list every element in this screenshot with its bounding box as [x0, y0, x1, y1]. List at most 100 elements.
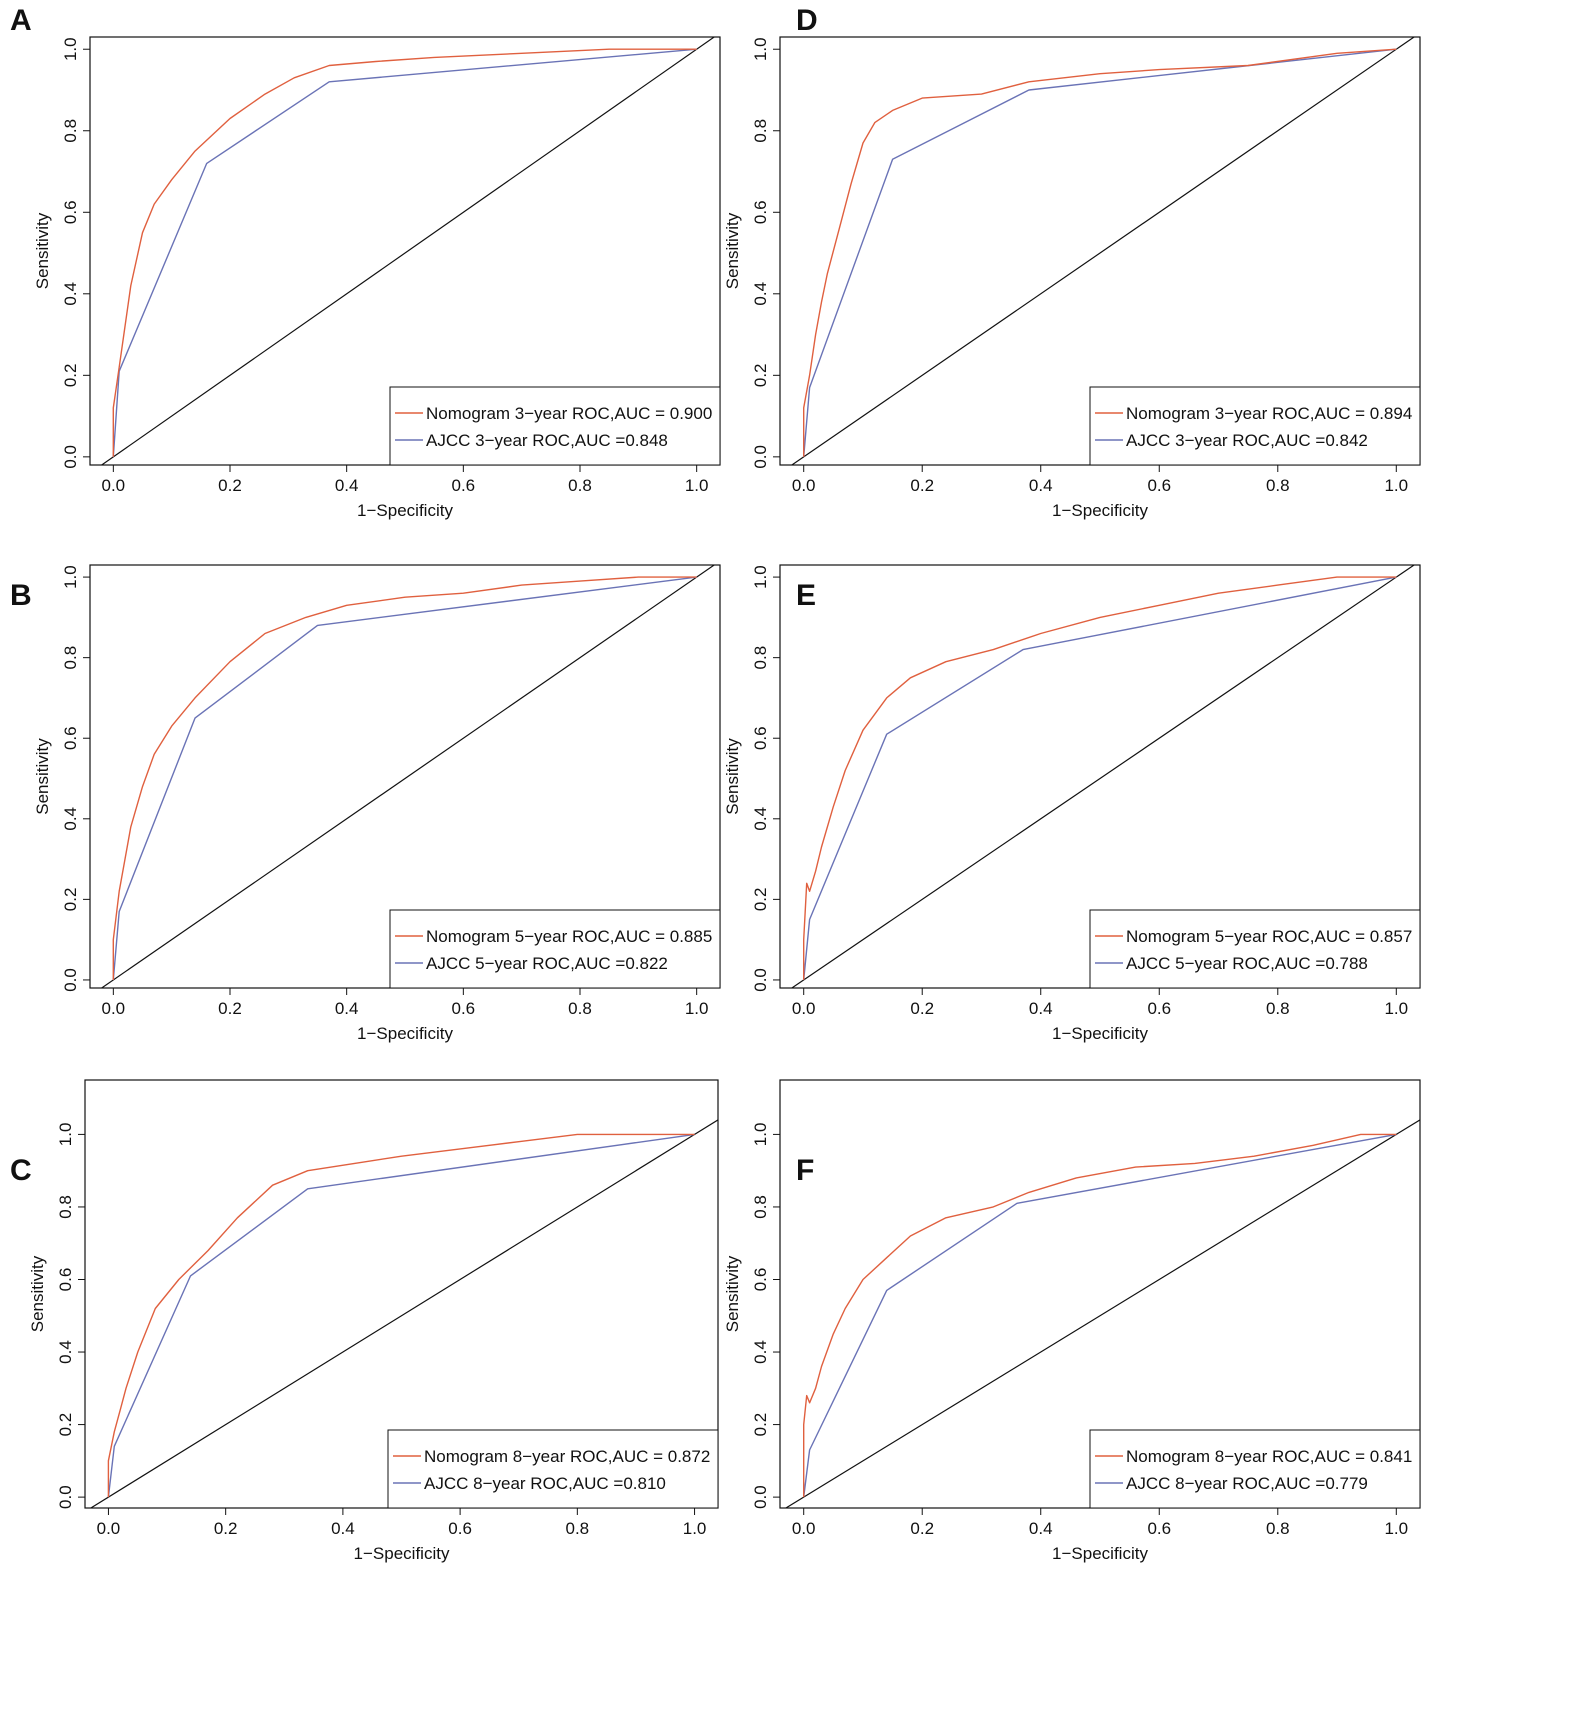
y-tick-label: 0.2: [61, 888, 80, 912]
x-axis-title: 1−Specificity: [357, 501, 453, 520]
y-tick-label: 0.4: [751, 1340, 770, 1364]
y-tick-label: 0.2: [751, 888, 770, 912]
x-tick-label: 0.4: [1029, 1519, 1053, 1538]
y-axis-title: Sensitivity: [28, 1255, 47, 1332]
y-tick-label: 1.0: [56, 1123, 75, 1147]
y-axis-title: Sensitivity: [33, 738, 52, 815]
y-tick-label: 1.0: [751, 1123, 770, 1147]
x-tick-label: 0.2: [910, 1519, 934, 1538]
legend: Nomogram 8−year ROC,AUC = 0.872 AJCC 8−ye…: [387, 1429, 719, 1509]
x-tick-label: 1.0: [685, 999, 709, 1018]
legend: Nomogram 3−year ROC,AUC = 0.900 AJCC 3−ye…: [389, 386, 721, 466]
roc-chart-a: A 0.0 0.2 0.4 0.6 0.8 1.0 0.0 0.2 0.4 0.6 0.8 1.0 1−S…: [10, 4, 721, 520]
y-tick-label: 0.0: [751, 968, 770, 992]
series-line-ajcc: [112, 576, 697, 980]
y-tick-label: 0.6: [61, 200, 80, 224]
y-tick-label: 0.4: [56, 1340, 75, 1364]
x-axis-title: 1−Specificity: [1052, 501, 1148, 520]
roc-chart-c: C 0.0 0.2 0.4 0.6 0.8 1.0 0.0 0.2 0.4 0.6 0.8 1.0 1−S…: [10, 1079, 719, 1563]
x-tick-label: 1.0: [1384, 999, 1408, 1018]
y-tick-label: 0.8: [751, 1195, 770, 1219]
x-tick-label: 0.8: [1266, 999, 1290, 1018]
series-line-nomogram: [803, 1133, 1397, 1498]
reference-diagonal: [790, 37, 1416, 465]
x-tick-label: 0.6: [1147, 1519, 1171, 1538]
y-tick-label: 1.0: [61, 37, 80, 61]
x-tick-label: 0.0: [792, 476, 816, 495]
legend-box: [389, 909, 721, 989]
x-tick-label: 0.0: [102, 999, 126, 1018]
legend-label-nomogram: Nomogram 5−year ROC,AUC = 0.857: [1126, 927, 1412, 946]
legend-box: [1089, 386, 1421, 466]
y-tick-label: 0.2: [56, 1413, 75, 1437]
roc-panel-e: E 0.0 0.2 0.4 0.6 0.8 1.0 0.0 0.2 0.4 0.6 0.8 1.0 1−S…: [723, 564, 1571, 1150]
y-tick-label: 1.0: [61, 565, 80, 589]
y-tick-label: 0.0: [751, 1485, 770, 1509]
y-tick-label: 1.0: [751, 565, 770, 589]
roc-panel-d: D 0.0 0.2 0.4 0.6 0.8 1.0 0.0 0.2 0.4 0.6 0.8 1.0 1−S…: [723, 0, 1571, 575]
legend-label-nomogram: Nomogram 8−year ROC,AUC = 0.841: [1126, 1447, 1412, 1466]
y-tick-label: 0.2: [751, 364, 770, 388]
x-axis-title: 1−Specificity: [357, 1024, 453, 1043]
roc-panel-c: C 0.0 0.2 0.4 0.6 0.8 1.0 0.0 0.2 0.4 0.6 0.8 1.0 1−S…: [0, 1079, 785, 1725]
x-tick-label: 0.0: [102, 476, 126, 495]
reference-diagonal: [89, 1119, 718, 1508]
x-tick-label: 0.2: [214, 1519, 238, 1538]
x-tick-label: 0.2: [218, 999, 242, 1018]
y-tick-label: 0.8: [751, 646, 770, 670]
x-tick-label: 0.8: [566, 1519, 590, 1538]
y-tick-label: 0.0: [61, 445, 80, 469]
series-line-ajcc: [107, 1133, 695, 1498]
roc-panel-b: B 0.0 0.2 0.4 0.6 0.8 1.0 0.0 0.2 0.4 0.6 0.8 1.0 1−S…: [0, 564, 785, 1150]
y-tick-label: 0.8: [61, 646, 80, 670]
x-tick-label: 0.8: [568, 999, 592, 1018]
reference-diagonal: [784, 1119, 1420, 1508]
series-line-nomogram: [803, 576, 1397, 980]
legend-label-ajcc: AJCC 3−year ROC,AUC =0.848: [426, 431, 668, 450]
roc-panel-a: A 0.0 0.2 0.4 0.6 0.8 1.0 0.0 0.2 0.4 0.6 0.8 1.0 1−S…: [0, 0, 785, 575]
x-tick-label: 0.6: [452, 999, 476, 1018]
x-tick-label: 0.4: [335, 999, 359, 1018]
panel-letter: E: [796, 579, 816, 612]
roc-chart-b: B 0.0 0.2 0.4 0.6 0.8 1.0 0.0 0.2 0.4 0.6 0.8 1.0 1−S…: [10, 564, 721, 1043]
panel-letter: F: [796, 1154, 814, 1187]
x-tick-label: 0.6: [1147, 476, 1171, 495]
legend: Nomogram 3−year ROC,AUC = 0.894 AJCC 3−ye…: [1089, 386, 1421, 466]
x-tick-label: 0.8: [568, 476, 592, 495]
legend-box: [1089, 1429, 1421, 1509]
x-tick-label: 0.8: [1266, 1519, 1290, 1538]
y-axis-title: Sensitivity: [723, 212, 742, 289]
legend-box: [387, 1429, 719, 1509]
x-axis-title: 1−Specificity: [354, 1544, 450, 1563]
y-tick-label: 0.6: [751, 200, 770, 224]
legend-label-nomogram: Nomogram 3−year ROC,AUC = 0.900: [426, 404, 712, 423]
y-tick-label: 0.8: [751, 119, 770, 143]
panel-letter: B: [10, 579, 32, 612]
legend: Nomogram 5−year ROC,AUC = 0.885 AJCC 5−ye…: [389, 909, 721, 989]
x-tick-label: 0.2: [218, 476, 242, 495]
x-tick-label: 0.0: [792, 999, 816, 1018]
y-tick-label: 0.2: [61, 364, 80, 388]
x-axis-title: 1−Specificity: [1052, 1024, 1148, 1043]
x-tick-label: 0.2: [910, 476, 934, 495]
x-tick-label: 0.0: [792, 1519, 816, 1538]
y-tick-label: 0.0: [61, 968, 80, 992]
y-tick-label: 0.4: [61, 807, 80, 831]
panel-letter: A: [10, 4, 32, 37]
series-line-ajcc: [112, 48, 697, 457]
panel-letter: C: [10, 1154, 32, 1187]
x-tick-label: 0.4: [335, 476, 359, 495]
legend-label-nomogram: Nomogram 5−year ROC,AUC = 0.885: [426, 927, 712, 946]
legend-label-ajcc: AJCC 5−year ROC,AUC =0.788: [1126, 954, 1368, 973]
x-tick-label: 0.8: [1266, 476, 1290, 495]
roc-chart-f: F 0.0 0.2 0.4 0.6 0.8 1.0 0.0 0.2 0.4 0.6 0.8 1.0 1−S…: [723, 1079, 1421, 1563]
reference-diagonal: [100, 565, 716, 988]
reference-diagonal: [100, 37, 716, 465]
y-tick-label: 0.6: [751, 726, 770, 750]
series-line-ajcc: [803, 1133, 1397, 1498]
reference-diagonal: [790, 565, 1416, 988]
y-tick-label: 0.8: [56, 1195, 75, 1219]
series-line-ajcc: [803, 576, 1397, 980]
roc-chart-d: D 0.0 0.2 0.4 0.6 0.8 1.0 0.0 0.2 0.4 0.6 0.8 1.0 1−S…: [723, 4, 1421, 520]
series-line-nomogram: [107, 1133, 695, 1498]
